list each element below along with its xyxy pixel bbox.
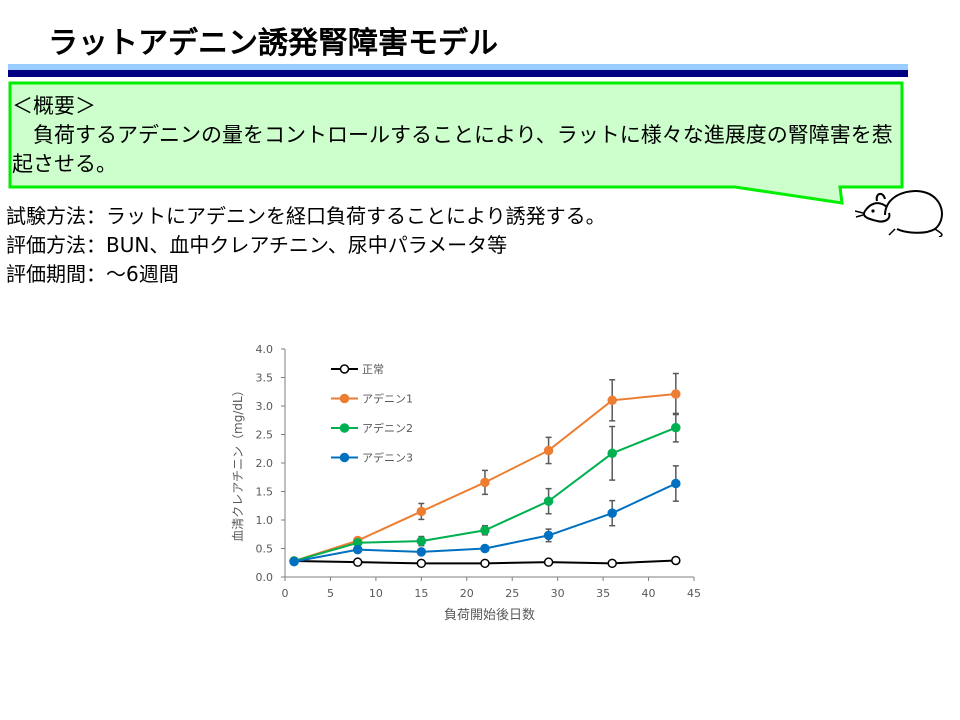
data-point bbox=[289, 556, 299, 567]
data-point bbox=[607, 395, 617, 406]
y-tick-label: 0.0 bbox=[256, 571, 274, 584]
data-point bbox=[416, 558, 427, 569]
x-tick-label: 25 bbox=[505, 587, 519, 600]
overview-callout bbox=[8, 81, 904, 205]
y-tick-label: 4.0 bbox=[256, 343, 274, 356]
x-tick-label: 5 bbox=[327, 587, 334, 600]
data-point bbox=[671, 422, 681, 433]
x-tick-label: 20 bbox=[460, 587, 474, 600]
x-tick-label: 35 bbox=[596, 587, 610, 600]
data-point bbox=[543, 530, 554, 541]
x-tick-label: 40 bbox=[642, 587, 656, 600]
x-tick-label: 45 bbox=[687, 587, 701, 600]
data-point bbox=[543, 496, 554, 506]
data-point bbox=[480, 477, 490, 488]
data-point bbox=[480, 558, 490, 569]
legend-label: アデニン3 bbox=[362, 451, 413, 465]
x-tick-label: 15 bbox=[414, 587, 428, 600]
y-tick-label: 3.0 bbox=[256, 400, 274, 413]
overview-heading: ＜概要＞ bbox=[12, 94, 96, 118]
data-point bbox=[671, 478, 681, 489]
y-axis-label: 血清クレアチニン（mg/dL） bbox=[231, 384, 245, 541]
rat-icon bbox=[855, 190, 943, 237]
legend-marker bbox=[339, 452, 350, 463]
y-tick-label: 2.0 bbox=[256, 457, 274, 470]
data-point bbox=[607, 448, 617, 459]
data-point bbox=[480, 543, 490, 554]
legend-label: アデニン1 bbox=[362, 392, 413, 406]
legend-marker bbox=[339, 423, 350, 433]
x-tick-label: 10 bbox=[369, 587, 383, 600]
data-point bbox=[607, 558, 617, 569]
title-divider-dark bbox=[8, 70, 908, 77]
data-point bbox=[352, 557, 363, 567]
y-tick-label: 1.0 bbox=[256, 514, 274, 527]
y-tick-label: 0.5 bbox=[256, 543, 274, 556]
x-tick-label: 0 bbox=[282, 587, 289, 600]
data-point bbox=[416, 536, 427, 546]
x-axis-label: 負荷開始後日数 bbox=[444, 608, 535, 623]
data-point bbox=[671, 389, 681, 399]
test-method: 試験方法：ラットにアデニンを経口負荷することにより誘発する。 bbox=[6, 204, 606, 228]
data-point bbox=[480, 525, 490, 536]
evaluation-method: 評価方法：BUN、血中クレアチニン、尿中パラメータ等 bbox=[6, 233, 508, 257]
legend-label: アデニン2 bbox=[362, 421, 413, 435]
y-tick-label: 1.5 bbox=[256, 486, 274, 499]
page-title: ラットアデニン誘発腎障害モデル bbox=[48, 26, 498, 61]
x-tick-label: 30 bbox=[551, 587, 565, 600]
data-point bbox=[352, 544, 363, 555]
data-point bbox=[543, 445, 554, 456]
overview-text: ＜概要＞ 負荷するアデニンの量をコントロールすることにより、ラットに様々な進展度… bbox=[12, 92, 902, 179]
legend-marker bbox=[339, 364, 350, 374]
overview-body: 負荷するアデニンの量をコントロールすることにより、ラットに様々な進展度の腎障害を… bbox=[12, 123, 893, 176]
data-point bbox=[416, 547, 427, 557]
data-point bbox=[543, 557, 554, 567]
y-tick-label: 3.5 bbox=[256, 372, 274, 385]
data-point bbox=[607, 508, 617, 518]
legend-marker bbox=[339, 393, 350, 404]
title-divider-light bbox=[8, 64, 908, 70]
evaluation-period: 評価期間：～6週間 bbox=[6, 262, 179, 286]
creatinine-chart: 0.0 0.5 1.0 1.5 2.0 2.5 3.0 3.5 4.0 0 5 10 15 20 25 30 3… bbox=[231, 343, 701, 623]
y-tick-label: 2.5 bbox=[256, 429, 274, 442]
data-point bbox=[671, 555, 681, 566]
data-point bbox=[416, 506, 427, 517]
legend-label: 正常 bbox=[362, 363, 384, 376]
